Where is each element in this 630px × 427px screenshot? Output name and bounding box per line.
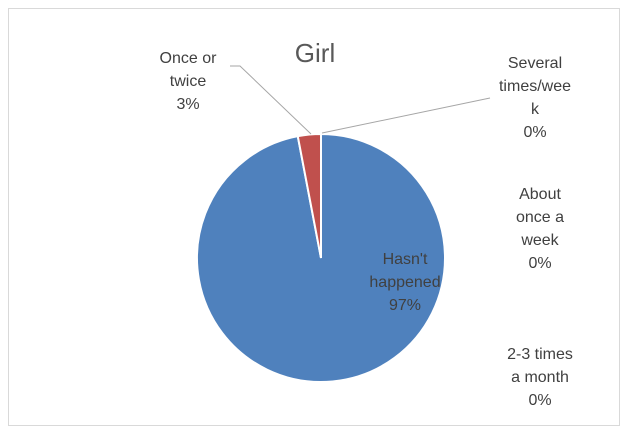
chart-title: Girl (294, 38, 336, 68)
leader-line-once-or-twice (230, 65, 312, 135)
data-label-2-3-times-a-month: 2-3 times a month 0% (507, 346, 573, 409)
slice-once-or-twice (296, 132, 322, 259)
data-label-once-or-twice: Once or twice 3% (159, 50, 217, 113)
data-label-several-times-week: Several times/wee k 0% (498, 55, 572, 141)
data-label-about-once-a-week: About once a week 0% (515, 186, 565, 272)
leader-line-several-times-week (321, 97, 491, 134)
data-label-hasnt-happened: Hasn't happened 97% (369, 251, 441, 314)
